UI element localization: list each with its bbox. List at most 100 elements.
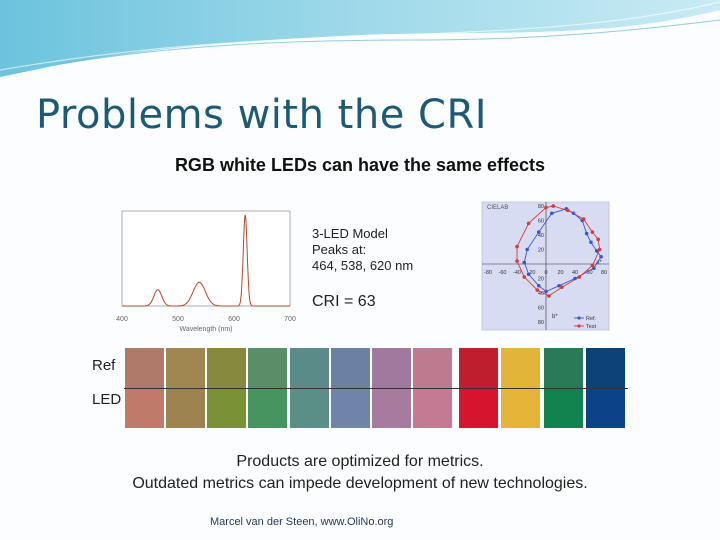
ref-swatch	[331, 348, 370, 388]
led-swatch	[166, 389, 205, 428]
cielab-x-tick: -60	[499, 270, 507, 276]
cielab-x-tick: 60	[586, 270, 592, 276]
cielab-y-tick: 60	[538, 306, 544, 312]
ref-swatch	[125, 348, 164, 388]
header-wave-decoration	[0, 0, 720, 79]
color-swatch-grid	[0, 348, 720, 430]
test-point	[577, 275, 582, 279]
ref-swatch	[248, 348, 287, 388]
led-row-label: LED	[92, 391, 122, 408]
model-line-3: 464, 538, 620 nm	[312, 258, 414, 273]
model-description: 3-LED Model Peaks at: 464, 538, 620 nm	[312, 226, 413, 274]
cielab-legend: Ref. Test	[574, 316, 597, 330]
legend-test-label: Test	[586, 324, 597, 330]
ref-point	[557, 283, 561, 288]
ref-series-line	[523, 208, 602, 293]
ref-point	[550, 211, 554, 216]
led-swatch	[248, 389, 287, 428]
test-point	[515, 244, 519, 249]
ref-point	[584, 231, 589, 236]
ref-point	[592, 266, 596, 271]
ref-point	[599, 254, 603, 259]
ref-swatch	[207, 348, 246, 388]
led-swatch	[125, 389, 164, 428]
test-point	[581, 217, 586, 221]
cielab-b-label: b*	[552, 314, 558, 320]
slide-footer: Marcel van der Steen, www.OliNo.org	[210, 516, 394, 528]
ref-swatch	[501, 348, 540, 388]
ref-swatch	[290, 348, 329, 388]
spectrum-curve	[122, 214, 290, 307]
legend-ref-marker	[577, 316, 581, 320]
ref-point	[571, 211, 576, 216]
cielab-x-tick: 20	[557, 270, 563, 276]
led-swatch	[413, 389, 452, 428]
ref-swatch	[586, 348, 625, 388]
ref-point	[536, 230, 541, 234]
test-point	[597, 247, 602, 252]
ref-swatch	[372, 348, 411, 388]
cielab-y-tick: 40	[538, 291, 544, 297]
ref-swatch	[413, 348, 452, 388]
test-point	[565, 208, 570, 213]
ref-swatch	[544, 348, 583, 388]
cielab-y-tick: 20	[538, 248, 544, 254]
test-point	[596, 237, 600, 242]
cielab-corner-label: CIELAB	[487, 205, 508, 211]
test-point	[526, 221, 531, 226]
test-point	[590, 263, 595, 268]
cielab-y-tick: 80	[538, 204, 544, 210]
cielab-x-tick: -20	[528, 270, 536, 276]
spectrum-xlabel: Wavelength (nm)	[179, 326, 232, 333]
model-line-1: 3-LED Model	[312, 226, 388, 241]
led-swatch	[331, 389, 370, 428]
cielab-plot-area	[481, 201, 610, 331]
spectrum-x-tick: 600	[228, 316, 240, 323]
test-point	[560, 285, 564, 289]
test-point	[535, 288, 540, 292]
led-swatch	[372, 389, 411, 428]
test-point	[551, 204, 556, 208]
swatch-divider	[124, 388, 628, 389]
test-point	[515, 259, 519, 263]
ref-row-label: Ref	[92, 357, 116, 374]
cielab-a-label: a*	[596, 260, 602, 266]
ref-point	[536, 283, 541, 288]
test-point	[544, 205, 548, 210]
ref-point	[526, 272, 531, 276]
led-swatch	[544, 389, 583, 428]
legend-test-marker	[577, 324, 581, 328]
test-point	[547, 294, 551, 298]
spectrum-x-tick: 700	[284, 316, 296, 323]
spectrum-x-tick: 500	[172, 316, 184, 323]
ref-point	[544, 289, 548, 294]
spectrum-x-tick: 400	[116, 316, 128, 323]
test-point	[590, 230, 595, 234]
spectrum-plot-area	[121, 210, 291, 307]
slide-subtitle: RGB white LEDs can have the same effects	[174, 155, 546, 175]
led-swatch	[290, 389, 329, 428]
cielab-x-tick: 80	[601, 270, 607, 276]
cielab-y-tick: 20	[538, 277, 544, 283]
bottom-line-2: Outdated metrics can impede development …	[132, 475, 588, 492]
model-line-2: Peaks at:	[312, 242, 367, 257]
slide-title: Problems with the CRI	[36, 92, 488, 138]
led-swatch	[207, 389, 246, 428]
ref-point	[522, 260, 527, 265]
cielab-x-tick: -40	[513, 270, 521, 276]
ref-swatch	[459, 348, 498, 388]
cri-value: CRI = 63	[312, 293, 376, 310]
ref-point	[589, 240, 593, 245]
cielab-x-tick: -80	[484, 270, 492, 276]
ref-point	[525, 247, 529, 252]
cielab-y-tick: 60	[538, 219, 544, 225]
ref-point	[573, 276, 577, 281]
legend-ref-label: Ref.	[586, 316, 597, 322]
bottom-line-1: Products are optimized for metrics.	[236, 453, 484, 470]
led-swatch	[501, 389, 540, 428]
ref-point	[594, 249, 599, 253]
spectrum-chart: 400 500 600 700 Wavelength (nm)	[116, 210, 296, 333]
test-point	[522, 275, 527, 279]
cielab-x-tick: 0	[544, 270, 547, 276]
